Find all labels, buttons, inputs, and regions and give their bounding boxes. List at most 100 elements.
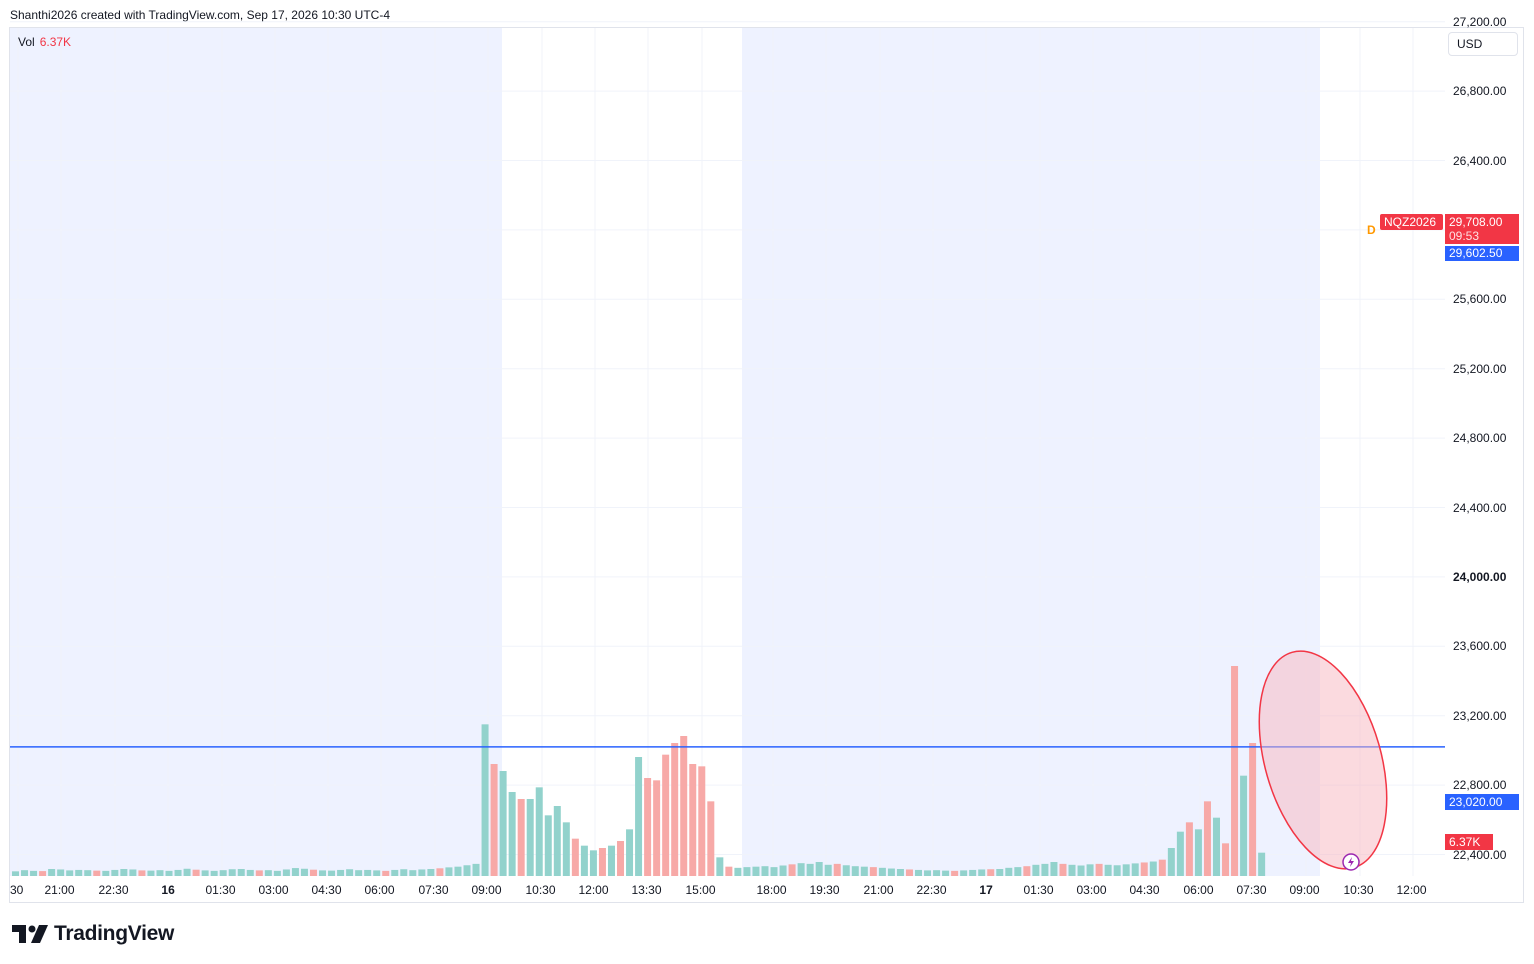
volume-bar-28	[264, 870, 272, 876]
time-tick: 04:30	[311, 883, 342, 897]
volume-bar-78	[716, 857, 724, 876]
volume-bar-58	[535, 787, 543, 876]
time-tick: 22:30	[916, 883, 947, 897]
volume-bar-94	[860, 866, 868, 876]
volume-bar-114	[1041, 863, 1049, 876]
volume-bar-121	[1104, 864, 1112, 876]
time-tick: 01:30	[1023, 883, 1054, 897]
legend-value: 6.37K	[39, 35, 72, 49]
volume-bar-44	[409, 870, 417, 876]
volume-bar-1	[21, 870, 29, 876]
volume-bar-109	[996, 869, 1004, 876]
time-tick: 03:00	[1076, 883, 1107, 897]
volume-bar-60	[553, 806, 561, 876]
volume-bar-84	[770, 867, 778, 876]
volume-bar-65	[598, 848, 606, 876]
volume-bar-46	[427, 869, 435, 876]
time-tick: 04:30	[1129, 883, 1160, 897]
volume-bar-63	[580, 845, 588, 876]
volume-bar-53	[490, 764, 498, 876]
volume-bar-75	[689, 764, 697, 876]
volume-bar-42	[391, 869, 399, 876]
volume-bar-22	[210, 870, 218, 876]
time-tick: 19:30	[809, 883, 840, 897]
volume-bar-45	[418, 869, 426, 876]
price-tick: 24,400.00	[1453, 500, 1507, 515]
volume-bar-86	[788, 864, 796, 876]
volume-bar-36	[337, 869, 345, 876]
time-tick: 06:00	[364, 883, 395, 897]
tradingview-logo-icon	[12, 925, 48, 943]
volume-bar-7	[75, 869, 83, 876]
volume-bar-69	[635, 757, 643, 876]
volume-bar-20	[192, 869, 200, 876]
highlight-annotation	[1258, 650, 1388, 871]
volume-bar-30	[282, 869, 290, 876]
hline-price-label-lower[interactable]: 23,020.00	[1445, 794, 1519, 810]
volume-bar-6	[66, 870, 74, 876]
volume-bar-130	[1185, 822, 1193, 876]
grid-lines	[10, 21, 1445, 876]
volume-bar-43	[400, 869, 408, 876]
hline-price-label-upper[interactable]: 29,602.50	[1445, 246, 1519, 261]
volume-bar-125	[1140, 862, 1148, 876]
time-tick: 12:00	[578, 883, 609, 897]
volume-bar-118	[1077, 865, 1085, 876]
time-tick: 07:30	[1236, 883, 1267, 897]
tradingview-brand-text: TradingView	[54, 922, 175, 945]
volume-bar-49	[454, 866, 462, 876]
currency-button[interactable]: USD	[1448, 32, 1518, 56]
volume-bar-62	[571, 838, 579, 876]
volume-bar-100	[915, 869, 922, 876]
volume-bar-27	[255, 870, 263, 876]
volume-bar-50	[463, 865, 471, 876]
volume-bar-51	[472, 863, 480, 876]
time-tick: 22:30	[98, 883, 129, 897]
volume-bar-85	[779, 865, 787, 876]
volume-bar-39	[364, 869, 372, 876]
volume-bar-88	[806, 863, 814, 876]
volume-legend[interactable]: Vol 6.37K	[18, 35, 71, 49]
volume-bar-97	[887, 868, 895, 876]
volume-bar-41	[382, 870, 390, 876]
volume-bar-76	[698, 766, 706, 876]
time-tick: 03:00	[258, 883, 289, 897]
volume-bar-128	[1167, 848, 1175, 876]
volume-bar-61	[562, 822, 570, 876]
volume-bar-113	[1032, 864, 1040, 876]
volume-bar-110	[1005, 867, 1013, 876]
volume-bar-31	[291, 868, 299, 876]
volume-bar-120	[1095, 863, 1103, 876]
dividend-marker[interactable]: D	[1367, 223, 1376, 237]
volume-bar-11	[111, 869, 119, 876]
volume-bar-89	[815, 862, 823, 876]
time-tick: 16	[161, 883, 175, 897]
volume-bar-134	[1222, 843, 1230, 876]
time-tick: 13:30	[631, 883, 662, 897]
time-tick: 01:30	[205, 883, 236, 897]
volume-bar-131	[1194, 829, 1202, 876]
volume-bar-8	[84, 870, 92, 876]
volume-bar-81	[743, 867, 751, 876]
volume-bar-37	[346, 869, 354, 876]
volume-bar-12	[120, 869, 128, 876]
volume-bar-25	[237, 869, 245, 876]
volume-bar-129	[1176, 831, 1184, 876]
price-tick: 22,400.00	[1453, 847, 1507, 862]
volume-bar-32	[300, 868, 308, 876]
price-tick: 24,000.00	[1453, 569, 1507, 584]
volume-bar-93	[851, 866, 859, 876]
volume-bar-5	[57, 869, 65, 876]
volume-bar-68	[626, 829, 634, 876]
session-shading	[10, 28, 1320, 876]
time-tick: 09:00	[471, 883, 502, 897]
volume-bar-111	[1014, 867, 1022, 876]
price-tick: 25,600.00	[1453, 292, 1507, 307]
price-tick: 22,800.00	[1453, 778, 1507, 793]
volume-bar-64	[589, 850, 597, 876]
tradingview-logo[interactable]: TradingView	[12, 922, 174, 946]
volume-bar-66	[607, 845, 615, 876]
volume-bar-106	[969, 869, 977, 876]
time-tick: 07:30	[418, 883, 449, 897]
